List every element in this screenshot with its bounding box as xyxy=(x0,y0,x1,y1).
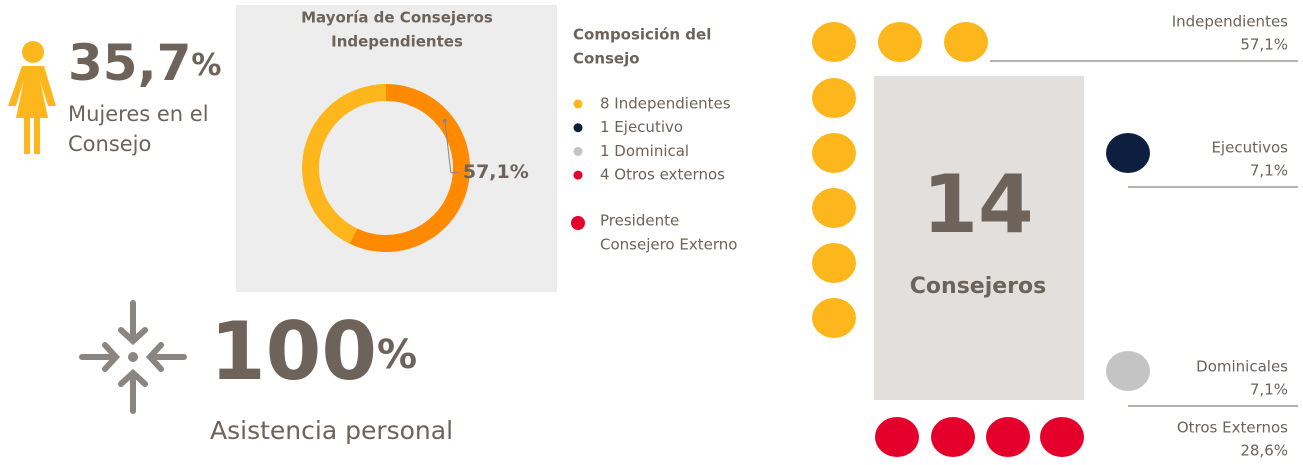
board-seat xyxy=(812,78,856,118)
board-seat xyxy=(812,22,856,62)
group-share: 28,6% xyxy=(1240,442,1288,460)
group-name: Otros Externos xyxy=(1177,419,1288,437)
women-value: 35,7% xyxy=(68,34,221,92)
board-seat xyxy=(1040,417,1084,457)
legend-dot xyxy=(573,170,583,180)
attendance-label: Asistencia personal xyxy=(210,416,453,445)
donut-title: Independientes xyxy=(331,33,463,51)
legend-text: 1 Dominical xyxy=(600,142,689,160)
leader-line xyxy=(444,120,459,174)
attendance-icon xyxy=(79,300,187,414)
donut-title: Mayoría de Consejeros xyxy=(301,9,493,27)
board-seat xyxy=(931,417,975,457)
board-seat xyxy=(875,417,919,457)
board-box xyxy=(874,76,1084,400)
legend-dot xyxy=(573,123,583,133)
donut-value-label: 57,1% xyxy=(463,161,529,183)
legend-text: 1 Ejecutivo xyxy=(600,118,683,136)
legend-title: Consejo xyxy=(573,50,640,68)
legend-dot xyxy=(573,99,583,109)
legend-text: 4 Otros externos xyxy=(600,166,725,184)
board-seat xyxy=(944,22,988,62)
board-groups: Independientes 57,1% Ejecutivos 7,1% Dominic… xyxy=(812,13,1298,460)
legend: 8 Independientes 1 Ejecutivo 1 Dominical 4 … xyxy=(571,95,737,254)
board-seat xyxy=(1106,351,1150,391)
attendance-value: 100% xyxy=(210,305,417,398)
board-seat xyxy=(878,22,922,62)
legend-text: Presidente xyxy=(600,212,679,230)
board-seat xyxy=(812,298,856,338)
legend-title: Composición del xyxy=(573,26,711,44)
group-name: Ejecutivos xyxy=(1211,139,1288,157)
board-seat xyxy=(1106,133,1150,173)
board-seat xyxy=(986,417,1030,457)
donut-segment xyxy=(349,84,470,252)
group-name: Independientes xyxy=(1172,13,1288,31)
board-total: 14 xyxy=(922,158,1033,251)
board-seat xyxy=(812,133,856,173)
donut: 57,1% xyxy=(301,84,529,252)
legend-dot xyxy=(571,216,585,230)
board-seat xyxy=(812,243,856,283)
group-name: Dominicales xyxy=(1196,358,1288,376)
group-share: 57,1% xyxy=(1240,36,1288,54)
group-share: 7,1% xyxy=(1250,381,1288,399)
legend-text: Consejero Externo xyxy=(600,236,737,254)
board-seat xyxy=(812,188,856,228)
women-label: Mujeres en el xyxy=(68,102,209,126)
legend-text: 8 Independientes xyxy=(600,95,731,113)
donut-segment xyxy=(301,84,386,244)
women-label: Consejo xyxy=(68,132,151,156)
legend-dot xyxy=(573,146,583,156)
board-label: Consejeros xyxy=(910,274,1046,299)
woman-icon xyxy=(8,41,56,154)
group-share: 7,1% xyxy=(1250,162,1288,180)
